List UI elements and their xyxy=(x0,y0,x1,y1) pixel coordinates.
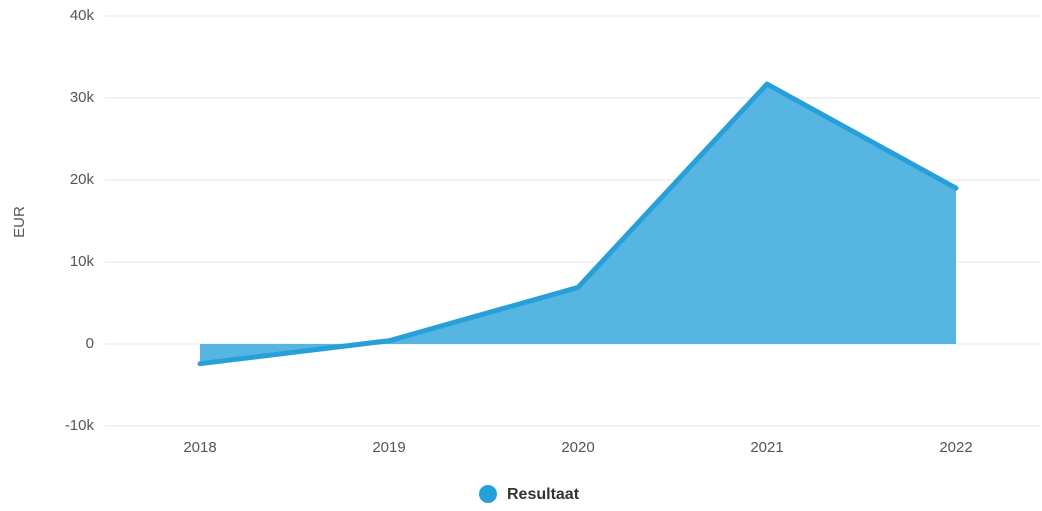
y-tick-label: 10k xyxy=(70,253,95,270)
y-tick-label: -10k xyxy=(65,417,95,434)
legend-label: Resultaat xyxy=(507,486,580,503)
x-tick-label: 2018 xyxy=(183,439,216,456)
x-tick-label: 2022 xyxy=(939,439,972,456)
y-tick-label: 30k xyxy=(70,89,95,106)
y-axis-title: EUR xyxy=(11,206,28,238)
x-tick-label: 2019 xyxy=(372,439,405,456)
area xyxy=(200,84,956,364)
y-tick-label: 40k xyxy=(70,7,95,24)
y-tick-label: 0 xyxy=(86,335,94,352)
x-tick-label: 2021 xyxy=(750,439,783,456)
line xyxy=(197,81,959,367)
x-tick-label: 2020 xyxy=(561,439,594,456)
y-tick-label: 20k xyxy=(70,171,95,188)
legend-marker xyxy=(479,485,497,503)
